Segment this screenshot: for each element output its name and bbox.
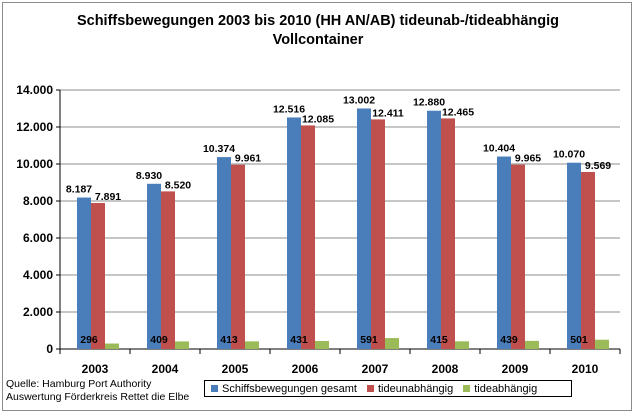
source-note: Quelle: Hamburg Port Authority Auswertun… (6, 378, 189, 404)
bar-0 (497, 156, 511, 349)
data-label: 9.569 (585, 160, 611, 172)
data-label: 10.070 (553, 149, 585, 161)
data-label: 439 (500, 334, 518, 346)
legend-item-gesamt: Schiffsbewegungen gesamt (211, 383, 357, 395)
bar-1 (441, 118, 455, 350)
data-label: 591 (360, 334, 378, 346)
data-label: 7.891 (95, 191, 121, 203)
chart-legend: Schiffsbewegungen gesamt tideunabhängig … (204, 380, 572, 397)
bar-2 (105, 343, 119, 349)
data-label: 12.465 (442, 106, 474, 118)
data-label: 12.411 (372, 107, 404, 119)
chart-title-line1: Schiffsbewegungen 2003 bis 2010 (HH AN/A… (76, 13, 560, 29)
data-label: 296 (80, 334, 98, 346)
data-label: 431 (290, 334, 308, 346)
chart-title: Schiffsbewegungen 2003 bis 2010 (HH AN/A… (0, 12, 636, 50)
data-label: 413 (220, 334, 238, 346)
data-label: 9.965 (515, 153, 541, 165)
bar-0 (427, 110, 441, 349)
data-label: 10.374 (203, 143, 235, 155)
x-tick-label: 2005 (222, 362, 249, 376)
bar-2 (455, 341, 469, 349)
x-tick-label: 2004 (152, 362, 179, 376)
x-tick-label: 2007 (362, 362, 389, 376)
legend-label-tideabhaengig: tideabhängig (474, 382, 538, 395)
data-label: 409 (150, 334, 168, 346)
bar-1 (231, 164, 245, 349)
data-label: 12.880 (413, 97, 445, 109)
bar-2 (385, 338, 399, 349)
y-tick-label: 4.000 (23, 268, 53, 282)
x-tick-label: 2010 (572, 362, 599, 376)
legend-item-tideunabhaengig: tideunabhängig (366, 382, 454, 395)
bar-2 (175, 341, 189, 349)
bar-0 (357, 108, 371, 349)
y-tick-label: 14.000 (16, 83, 53, 97)
y-tick-label: 10.000 (16, 157, 53, 171)
data-label: 8.930 (136, 170, 162, 182)
bar-1 (161, 191, 175, 349)
x-tick-label: 2003 (82, 362, 109, 376)
source-line1: Quelle: Hamburg Port Authority (6, 378, 152, 390)
legend-swatch-tideabhaengig (463, 385, 471, 392)
legend-label-gesamt: Schiffsbewegungen gesamt (222, 382, 357, 395)
y-tick-label: 6.000 (23, 231, 53, 245)
source-line2: Auswertung Förderkreis Rettet die Elbe (6, 391, 190, 403)
bar-0 (147, 183, 161, 349)
legend-item-tideabhaengig: tideabhängig (463, 383, 537, 395)
bar-1 (511, 164, 525, 349)
data-label: 10.404 (483, 143, 515, 155)
legend-swatch-tideunabhaengig (366, 385, 374, 392)
bar-2 (525, 340, 539, 349)
bar-2 (245, 341, 259, 349)
legend-swatch-gesamt (211, 385, 218, 392)
bar-1 (581, 171, 595, 349)
x-tick-label: 2006 (292, 362, 319, 376)
data-label: 12.085 (302, 113, 334, 125)
bar-0 (77, 197, 91, 349)
x-tick-label: 2009 (502, 362, 529, 376)
data-label: 8.520 (165, 179, 191, 191)
y-tick-label: 2.000 (23, 305, 53, 319)
chart-title-line2: Vollcontainer (272, 32, 364, 48)
bar-1 (91, 203, 105, 349)
bar-2 (595, 339, 609, 349)
bar-1 (301, 125, 315, 350)
y-tick-label: 8.000 (23, 194, 53, 208)
legend-label-tideunabhaengig: tideunabhängig (377, 382, 454, 395)
y-tick-label: 0 (46, 342, 53, 356)
bar-1 (371, 119, 385, 349)
data-label: 12.516 (273, 103, 305, 115)
data-label: 415 (430, 334, 448, 346)
data-label: 13.002 (343, 94, 375, 106)
bar-0 (287, 117, 301, 349)
bar-0 (567, 162, 581, 349)
y-tick-label: 12.000 (16, 120, 53, 134)
bar-0 (217, 157, 231, 349)
x-tick-label: 2008 (432, 362, 459, 376)
data-label: 501 (570, 334, 588, 346)
data-label: 9.961 (235, 153, 261, 165)
bar-2 (315, 341, 329, 349)
data-label: 8.187 (66, 184, 92, 196)
